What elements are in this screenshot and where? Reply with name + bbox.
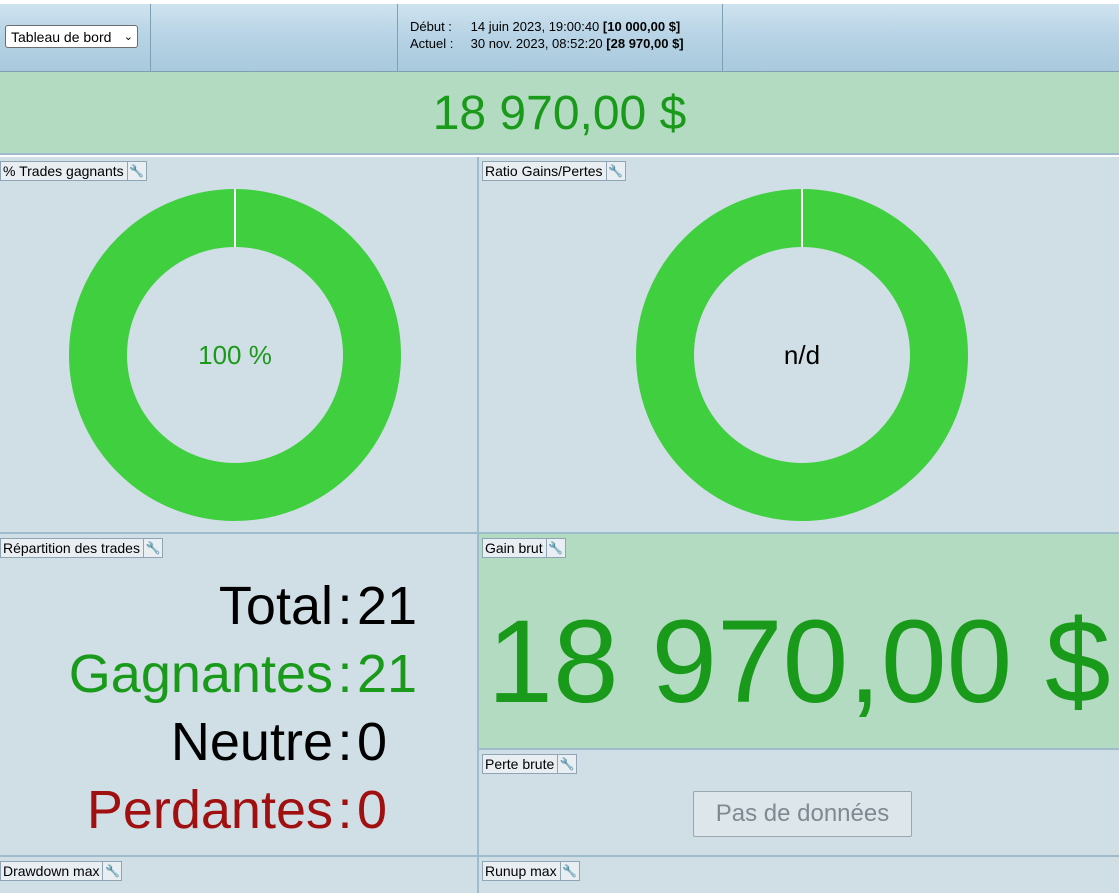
panel-gross-loss-title: Perte brute <box>485 756 555 772</box>
profit-ratio-donut <box>636 189 968 521</box>
wrench-icon[interactable]: 🔧 <box>142 539 162 557</box>
panel-max-runup-title: Runup max <box>485 863 557 879</box>
stat-label: Neutre <box>170 712 333 772</box>
header-cell-empty <box>151 4 398 71</box>
panel-gross-loss-header: Perte brute 🔧 <box>482 754 578 774</box>
stat-label: Gagnantes <box>68 644 333 704</box>
win-pct-donut <box>69 189 401 521</box>
column-divider <box>477 157 479 893</box>
stat-label: Perdantes <box>86 780 333 840</box>
panel-gross-loss: Perte brute 🔧 Pas de données <box>479 750 1119 855</box>
net-profit-banner: 18 970,00 $ <box>0 72 1119 155</box>
net-profit-value: 18 970,00 $ <box>432 87 687 140</box>
stat-sep: : <box>337 780 353 840</box>
header-cell-view: Tableau de bord ⌄ <box>0 4 151 71</box>
row-divider <box>0 855 1119 857</box>
date-range: Début : 14 juin 2023, 19:00:40 [10 000,0… <box>410 18 684 52</box>
win-pct-label: 100 % <box>198 340 272 370</box>
current-date: 30 nov. 2023, 08:52:20 <box>470 36 603 51</box>
stat-row-losing: Perdantes : 0 <box>69 776 417 844</box>
row-divider <box>479 748 1119 750</box>
stat-sep: : <box>337 576 353 636</box>
stat-row-neutral: Neutre : 0 <box>69 708 417 776</box>
stat-sep: : <box>337 644 353 704</box>
panel-profit-ratio: Ratio Gains/Pertes 🔧 n/d <box>479 157 1119 532</box>
current-balance: [28 970,00 $] <box>606 36 684 51</box>
stat-label: Total <box>218 576 333 636</box>
current-label: Actuel : <box>410 36 454 51</box>
distribution-stats: Total : 21 Gagnantes : 21 Neutre : 0 Per… <box>69 572 417 844</box>
panel-profit-ratio-header: Ratio Gains/Pertes 🔧 <box>482 161 626 181</box>
no-data-box: Pas de données <box>693 791 912 837</box>
chevron-down-icon: ⌄ <box>123 31 133 43</box>
panel-max-drawdown: Drawdown max 🔧 <box>0 857 477 893</box>
panel-distribution: Répartition des trades 🔧 Total : 21 Gagn… <box>0 534 477 855</box>
view-select[interactable]: Tableau de bord ⌄ <box>5 25 138 48</box>
stat-value: 21 <box>357 576 418 636</box>
stat-value: 21 <box>357 644 418 704</box>
panel-win-pct: % Trades gagnants 🔧 100 % <box>0 157 477 532</box>
start-row: Début : 14 juin 2023, 19:00:40 [10 000,0… <box>410 18 684 35</box>
row-divider <box>0 532 1119 534</box>
panel-max-drawdown-header: Drawdown max 🔧 <box>0 861 123 881</box>
panel-win-pct-title: % Trades gagnants <box>3 163 124 179</box>
start-balance: [10 000,00 $] <box>602 19 681 34</box>
header-cell-dates: Début : 14 juin 2023, 19:00:40 [10 000,0… <box>398 4 723 71</box>
view-select-value: Tableau de bord <box>11 29 112 45</box>
panel-gross-gain-title: Gain brut <box>485 540 543 556</box>
panel-distribution-header: Répartition des trades 🔧 <box>0 538 163 558</box>
panel-max-runup: Runup max 🔧 <box>479 857 1119 893</box>
wrench-icon[interactable]: 🔧 <box>559 862 579 880</box>
stat-value: 0 <box>357 780 388 840</box>
stat-row-total: Total : 21 <box>69 572 417 640</box>
panel-max-runup-header: Runup max 🔧 <box>482 861 580 881</box>
panel-profit-ratio-title: Ratio Gains/Pertes <box>485 163 603 179</box>
gross-gain-value: 18 970,00 $ <box>487 596 1111 728</box>
wrench-icon[interactable]: 🔧 <box>605 162 625 180</box>
stat-value: 0 <box>357 712 388 772</box>
profit-ratio-label: n/d <box>783 340 821 370</box>
wrench-icon[interactable]: 🔧 <box>126 162 146 180</box>
panel-max-drawdown-title: Drawdown max <box>3 863 100 879</box>
header-cell-right <box>723 4 1119 71</box>
wrench-icon[interactable]: 🔧 <box>545 539 565 557</box>
start-label: Début : <box>410 19 452 34</box>
stat-sep: : <box>337 712 353 772</box>
panel-gross-gain: Gain brut 🔧 18 970,00 $ <box>479 534 1119 748</box>
wrench-icon[interactable]: 🔧 <box>102 862 121 880</box>
start-date: 14 juin 2023, 19:00:40 <box>470 19 600 34</box>
header-toolbar: Tableau de bord ⌄ Début : 14 juin 2023, … <box>0 4 1119 72</box>
stat-row-winning: Gagnantes : 21 <box>69 640 417 708</box>
panel-gross-gain-header: Gain brut 🔧 <box>482 538 566 558</box>
current-row: Actuel : 30 nov. 2023, 08:52:20 [28 970,… <box>410 35 684 52</box>
panel-distribution-title: Répartition des trades <box>3 540 140 556</box>
wrench-icon[interactable]: 🔧 <box>557 755 576 773</box>
panel-win-pct-header: % Trades gagnants 🔧 <box>0 161 147 181</box>
